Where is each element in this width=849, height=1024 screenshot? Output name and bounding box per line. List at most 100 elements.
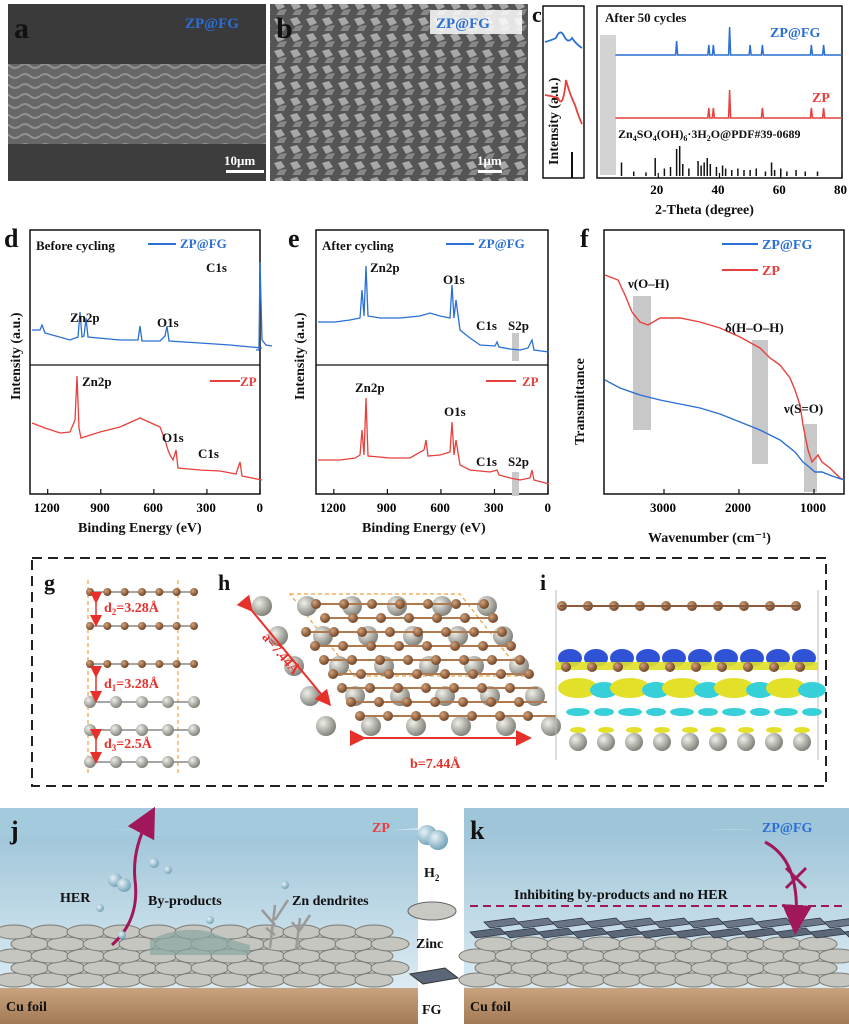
panel-a: a ZP@FG 10μm — [8, 4, 266, 181]
panel-letter: i — [540, 570, 546, 595]
spacing-d3: d3=2.5Å — [104, 736, 153, 753]
carbon-atom — [395, 599, 405, 609]
series-zp — [615, 89, 842, 119]
x-axis-label: 2-Theta (degree) — [655, 203, 754, 218]
carbon-atom — [348, 613, 358, 623]
reference-sticks — [620, 146, 819, 176]
atom — [190, 622, 198, 630]
atom — [162, 756, 174, 768]
xps-curve-zp — [318, 397, 550, 485]
carbon-atom — [319, 655, 329, 665]
peak-label-zn2p: Zn2p — [70, 310, 100, 325]
atom — [155, 660, 164, 668]
carbon-atom — [497, 627, 507, 637]
dendrites — [261, 899, 312, 951]
highlight-band — [600, 35, 616, 175]
zinc-plate — [818, 972, 849, 988]
x-tick-label: 1200 — [320, 500, 346, 515]
chart-note: Before cycling — [36, 238, 115, 253]
panel-letter: e — [288, 224, 300, 253]
fg-sheet-icon — [408, 967, 460, 985]
scale-bar — [478, 170, 502, 173]
spacing-d1: d1=3.28Å — [104, 676, 160, 693]
xrd-curve-zpfg — [615, 26, 842, 56]
charge-density-map — [556, 601, 826, 751]
series-zpfg — [615, 26, 842, 56]
atom — [138, 622, 146, 630]
panel-c: c Intensity (a.u.) After 50 cycles ZP@FG… — [532, 2, 847, 218]
x-axis-label: Binding Energy (eV) — [78, 521, 202, 536]
atom — [103, 660, 112, 668]
carbon-atom — [450, 641, 460, 651]
carbon-atom — [367, 599, 377, 609]
atom — [172, 660, 181, 668]
zinc-plate — [618, 936, 658, 952]
chart-note: After cycling — [322, 238, 394, 253]
panel-letter: d — [4, 224, 19, 253]
carbon-atom — [366, 641, 376, 651]
carbon-atom — [412, 669, 422, 679]
x-tick-label: 900 — [377, 500, 397, 515]
zinc-plate — [246, 924, 286, 940]
atom — [120, 622, 129, 630]
carbon-atom — [478, 641, 488, 651]
atom — [86, 660, 94, 668]
zinc-atom — [793, 733, 811, 751]
zinc-atom — [597, 733, 615, 751]
x-axis-ticks: 1200 900 600 300 0 — [34, 489, 263, 515]
carbon-atom — [467, 711, 477, 721]
x-tick-label: 80 — [834, 182, 847, 197]
legend-zpfg: ZP@FG — [180, 236, 227, 251]
atom — [84, 724, 96, 736]
peak-label-s2p: S2p — [508, 318, 529, 333]
panel-letter: b — [276, 12, 293, 45]
atom — [120, 588, 129, 596]
carbon-atom — [384, 669, 394, 679]
xrd-inset-frame — [542, 5, 585, 179]
her-label: HER — [60, 891, 91, 906]
carbon-atom — [338, 641, 348, 651]
panel-letter: h — [218, 570, 230, 595]
x-axis-label: Binding Energy (eV) — [362, 521, 486, 536]
legend-h2: H2 — [424, 866, 440, 883]
panel-letter: f — [580, 224, 589, 253]
zinc-plates — [0, 924, 410, 988]
scale-bar — [226, 170, 264, 173]
scale-bar-label: 1μm — [477, 153, 502, 168]
panel-letter: a — [14, 12, 29, 45]
atom — [188, 696, 200, 708]
zinc-plate — [582, 936, 622, 952]
zinc-plate — [654, 936, 694, 952]
panel-g: g d2=3.28Å d1=3.28Å d3=2.5Å — [44, 570, 200, 774]
panel-i: i — [540, 570, 826, 760]
sem-tag: ZP@FG — [185, 16, 239, 32]
atom — [84, 696, 96, 708]
x-axis-ticks: 3000 2000 1000 — [650, 489, 826, 515]
zinc-plate — [762, 936, 802, 952]
atom — [190, 588, 198, 596]
panel-k: k ZP@FG Inhibiting by-products and no HE… — [458, 808, 849, 1024]
zinc-plate — [354, 948, 394, 964]
panel-h: h a=7.44Å b=7.44Å — [218, 570, 561, 772]
zinc-plate — [318, 924, 358, 940]
density-accumulation — [610, 678, 650, 698]
atom — [103, 622, 112, 630]
carbon-atom — [495, 711, 505, 721]
carbon-atom — [357, 627, 367, 637]
density-depletion — [798, 682, 826, 698]
panel-f: f Transmittance ZP@FG ZP ν(O–H) δ(H–O–H)… — [573, 224, 845, 546]
spacing-d2: d2=3.28Å — [104, 600, 160, 617]
carbon-atom — [404, 613, 414, 623]
zinc-plate-icon — [407, 901, 457, 921]
peak-label-c1s: C1s — [476, 454, 497, 469]
foil-label: Cu foil — [470, 1000, 511, 1015]
carbon-atom — [449, 683, 459, 693]
carbon-atom — [514, 697, 524, 707]
zinc-plate — [510, 936, 550, 952]
atom — [138, 588, 146, 596]
peak-label-o1s: O1s — [162, 430, 184, 445]
legend-zpfg: ZP@FG — [762, 238, 812, 253]
zinc-atom — [653, 733, 671, 751]
x-tick-label: 60 — [773, 182, 786, 197]
lattice-b-label: b=7.44Å — [410, 756, 461, 772]
